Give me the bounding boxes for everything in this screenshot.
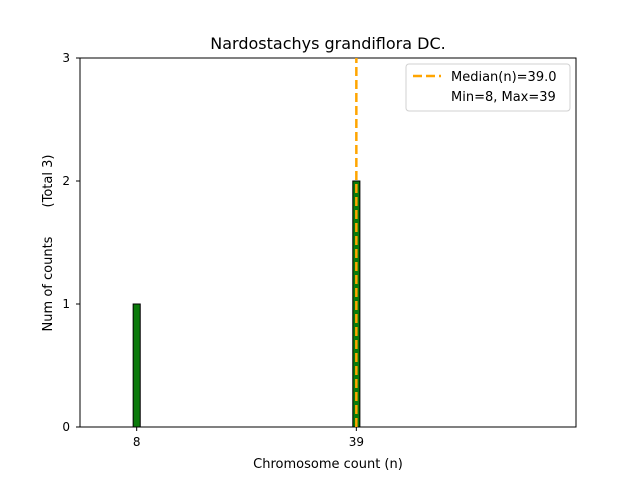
axis-ticks: 8 39 0 1 2 3 — [62, 51, 364, 449]
y-tick-label-3: 3 — [62, 51, 70, 65]
plot-area — [79, 57, 577, 428]
x-tick-label-39: 39 — [349, 435, 364, 449]
x-tick-label-8: 8 — [133, 435, 141, 449]
legend-box — [405, 63, 571, 112]
y-axis-total-label: (Total 3) — [41, 155, 56, 208]
y-tick-label-0: 0 — [62, 420, 70, 434]
y-axis-label: Num of counts — [41, 236, 56, 331]
chart-title: Nardostachys grandiflora DC. — [210, 34, 445, 53]
x-axis-label: Chromosome count (n) — [253, 457, 403, 472]
y-tick-label-1: 1 — [62, 297, 70, 311]
y-tick-label-2: 2 — [62, 174, 70, 188]
legend-median-label: Median(n)=39.0 — [451, 70, 557, 85]
bar-8 — [132, 303, 141, 428]
legend: Median(n)=39.0 Min=8, Max=39 — [405, 63, 571, 112]
legend-range-label: Min=8, Max=39 — [451, 90, 556, 105]
